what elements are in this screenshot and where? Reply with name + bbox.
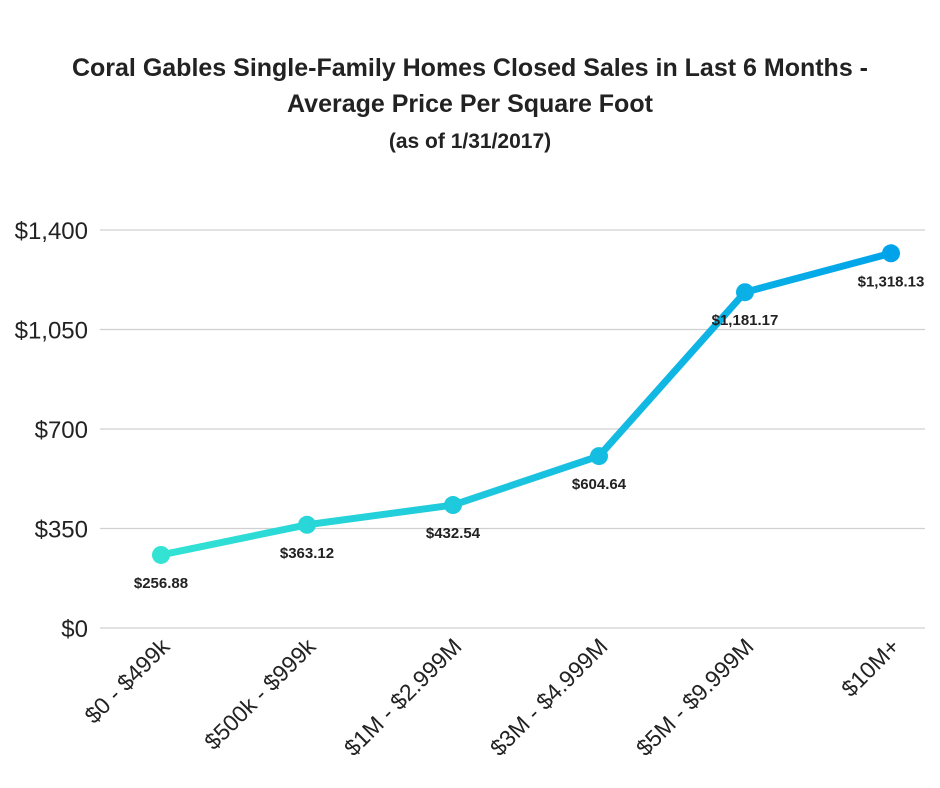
chart-title: Coral Gables Single-Family Homes Closed … — [72, 54, 868, 82]
data-label: $432.54 — [426, 525, 481, 542]
data-label: $1,181.17 — [712, 312, 779, 329]
x-tick-label: $5M - $9.999M — [631, 633, 759, 761]
data-point — [590, 447, 608, 466]
x-tick-label: $3M - $4.999M — [485, 633, 613, 761]
data-label: $604.64 — [572, 476, 627, 493]
data-point — [152, 545, 170, 564]
x-tick-label: $10M+ — [836, 633, 905, 702]
chart-subtitle: (as of 1/31/2017) — [389, 130, 551, 153]
data-label: $363.12 — [280, 545, 334, 562]
y-tick-label: $0 — [61, 616, 88, 643]
y-tick-label: $1,050 — [15, 318, 88, 345]
data-point — [736, 283, 754, 302]
series-line — [160, 249, 892, 559]
y-tick-label: $350 — [35, 517, 88, 544]
y-tick-label: $700 — [35, 417, 88, 444]
data-point — [298, 515, 316, 534]
data-label: $256.88 — [134, 575, 188, 592]
x-tick-label: $0 - $499k — [79, 633, 175, 729]
y-tick-label: $1,400 — [15, 218, 88, 245]
data-point — [882, 244, 900, 263]
x-tick-label: $1M - $2.999M — [339, 633, 467, 761]
x-tick-label: $500k - $999k — [199, 633, 321, 755]
chart-title-line2: Average Price Per Square Foot — [287, 90, 654, 118]
data-point — [444, 496, 462, 515]
data-label: $1,318.13 — [858, 273, 925, 290]
